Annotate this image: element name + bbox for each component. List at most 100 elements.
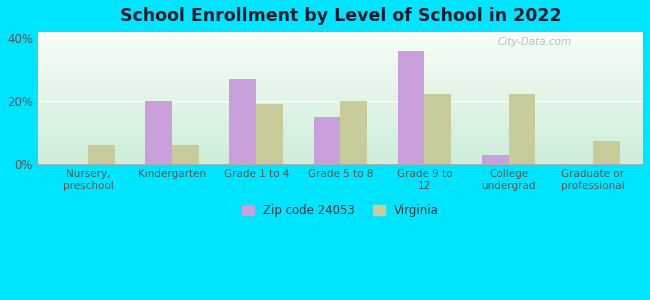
Bar [38, 136, 643, 138]
Bar [38, 37, 643, 39]
Bar [398, 51, 424, 164]
Bar [38, 143, 643, 144]
Bar [38, 163, 643, 164]
Bar [38, 44, 643, 45]
Title: School Enrollment by Level of School in 2022: School Enrollment by Level of School in … [120, 7, 561, 25]
Bar [38, 88, 643, 89]
Bar [38, 159, 643, 160]
Bar [38, 60, 643, 61]
Bar [38, 118, 643, 119]
Bar [38, 154, 643, 155]
Bar [38, 124, 643, 126]
Bar [38, 41, 643, 43]
Bar [38, 152, 643, 154]
Bar [38, 86, 643, 88]
Bar [38, 98, 643, 99]
Bar [38, 144, 643, 145]
Bar [38, 39, 643, 40]
Bar [508, 94, 536, 164]
Bar [256, 104, 283, 164]
Bar [38, 160, 643, 161]
Bar [38, 135, 643, 136]
Bar [38, 117, 643, 118]
Bar [38, 78, 643, 80]
Bar [38, 77, 643, 78]
Bar [38, 53, 643, 55]
Bar [38, 109, 643, 110]
Bar [38, 48, 643, 49]
Bar [38, 130, 643, 131]
Bar [38, 80, 643, 81]
Bar [38, 61, 643, 62]
Bar [38, 97, 643, 98]
Bar [38, 72, 643, 73]
Bar [38, 93, 643, 94]
Bar [38, 139, 643, 140]
Legend: Zip code 24053, Virginia: Zip code 24053, Virginia [237, 199, 443, 221]
Bar [38, 89, 643, 90]
Bar [38, 114, 643, 115]
Bar [38, 74, 643, 76]
Bar [38, 85, 643, 86]
Bar [38, 111, 643, 112]
Bar [38, 148, 643, 150]
Bar [38, 150, 643, 151]
Bar [38, 123, 643, 124]
Bar [38, 119, 643, 121]
Bar [38, 102, 643, 103]
Bar [313, 117, 341, 164]
Bar [38, 66, 643, 68]
Bar [38, 161, 643, 163]
Bar [38, 127, 643, 128]
Bar [38, 45, 643, 46]
Bar [593, 141, 619, 164]
Bar [38, 62, 643, 64]
Bar [38, 156, 643, 158]
Bar [38, 142, 643, 143]
Bar [38, 90, 643, 92]
Bar [38, 122, 643, 123]
Bar [38, 52, 643, 53]
Bar [38, 106, 643, 107]
Bar [38, 73, 643, 74]
Bar [38, 146, 643, 147]
Bar [38, 65, 643, 66]
Bar [38, 46, 643, 48]
Bar [38, 128, 643, 130]
Bar [38, 103, 643, 105]
Bar [38, 140, 643, 142]
Bar [88, 145, 115, 164]
Bar [38, 56, 643, 57]
Bar [38, 94, 643, 95]
Bar [38, 33, 643, 35]
Bar [38, 43, 643, 44]
Bar [38, 57, 643, 58]
Bar [229, 79, 256, 164]
Bar [38, 40, 643, 41]
Bar [38, 95, 643, 97]
Bar [38, 68, 643, 69]
Bar [38, 132, 643, 134]
Bar [38, 32, 643, 33]
Bar [424, 94, 451, 164]
Bar [38, 151, 643, 152]
Bar [38, 70, 643, 72]
Bar [38, 138, 643, 139]
Bar [341, 100, 367, 164]
Bar [38, 35, 643, 36]
Bar [38, 49, 643, 50]
Bar [38, 112, 643, 114]
Bar [38, 82, 643, 83]
Bar [146, 101, 172, 164]
Bar [38, 36, 643, 37]
Bar [38, 155, 643, 156]
Bar [38, 121, 643, 122]
Bar [38, 134, 643, 135]
Bar [38, 101, 643, 102]
Bar [38, 105, 643, 106]
Bar [38, 64, 643, 65]
Bar [38, 81, 643, 82]
Bar [38, 147, 643, 148]
Bar [38, 110, 643, 111]
Bar [38, 83, 643, 85]
